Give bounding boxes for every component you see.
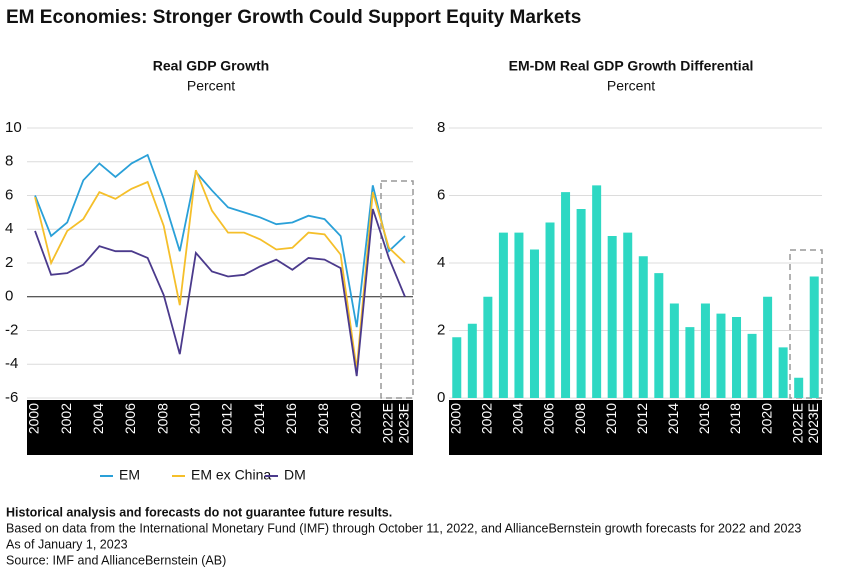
x-tick-label: 2010 xyxy=(603,403,619,434)
note: Based on data from the International Mon… xyxy=(6,521,801,535)
note: Source: IMF and AllianceBernstein (AB) xyxy=(6,553,226,567)
bar xyxy=(483,296,493,398)
x-tick-label: 2002 xyxy=(479,403,495,434)
bar xyxy=(607,236,617,398)
bar xyxy=(561,192,571,398)
x-tick-label: 2012 xyxy=(634,403,650,434)
x-tick-label: 2020 xyxy=(758,403,774,434)
x-tick-label: 2016 xyxy=(696,403,712,434)
x-tick-label: 2018 xyxy=(727,403,743,434)
bar xyxy=(498,232,508,398)
x-tick-label: 2008 xyxy=(154,403,170,434)
page-title: EM Economies: Stronger Growth Could Supp… xyxy=(6,7,581,28)
x-tick-label: 2002 xyxy=(58,403,74,434)
x-tick-label: 2006 xyxy=(541,403,557,434)
forecast-box xyxy=(789,249,823,399)
bar xyxy=(669,303,679,398)
x-tick-label: 2004 xyxy=(90,403,106,434)
x-tick-label: 2004 xyxy=(510,403,526,434)
y-tick-label: 2 xyxy=(5,254,13,271)
y-tick-label: -2 xyxy=(5,321,18,338)
chart-title: Real GDP Growth xyxy=(153,58,269,74)
x-axis-band xyxy=(449,400,822,455)
x-tick-label: 2000 xyxy=(447,403,463,434)
y-tick-label: 0 xyxy=(5,288,13,305)
y-tick-label: 8 xyxy=(5,153,13,170)
y-tick-label: 4 xyxy=(5,220,13,237)
chart-subtitle: Percent xyxy=(607,78,655,94)
x-tick-label: 2023E xyxy=(805,403,821,443)
x-tick-label: 2022E xyxy=(789,403,805,443)
bar xyxy=(452,337,462,398)
x-tick-label: 2014 xyxy=(251,403,267,434)
x-tick-label: 2010 xyxy=(187,403,203,434)
forecast-box xyxy=(380,180,414,399)
legend-label: EM ex China xyxy=(191,467,271,483)
bar xyxy=(623,232,633,398)
x-tick-label: 2000 xyxy=(26,403,42,434)
bar xyxy=(809,276,819,398)
series-line xyxy=(34,153,406,328)
bar xyxy=(529,249,539,398)
bar xyxy=(576,209,586,398)
x-tick-label: 2022E xyxy=(380,403,396,443)
x-tick-label: 2012 xyxy=(219,403,235,434)
bar xyxy=(794,377,804,398)
x-tick-label: 2006 xyxy=(122,403,138,434)
chart-title: EM-DM Real GDP Growth Differential xyxy=(509,58,754,74)
bar xyxy=(700,303,710,398)
bar xyxy=(638,256,648,398)
x-tick-label: 2016 xyxy=(283,403,299,434)
y-tick-label: 0 xyxy=(437,389,445,406)
y-tick-label: -4 xyxy=(5,355,18,372)
bar xyxy=(467,323,477,398)
y-tick-label: 6 xyxy=(437,186,445,203)
bar xyxy=(514,232,524,398)
bar xyxy=(747,333,757,398)
x-tick-label: 2018 xyxy=(315,403,331,434)
x-axis-band xyxy=(27,400,413,455)
bar xyxy=(716,313,726,398)
note: As of January 1, 2023 xyxy=(6,537,128,551)
bar xyxy=(545,222,555,398)
y-tick-label: -6 xyxy=(5,389,18,406)
x-tick-label: 2023E xyxy=(396,403,412,443)
y-tick-label: 6 xyxy=(5,186,13,203)
series-line xyxy=(34,169,406,370)
x-tick-label: 2008 xyxy=(572,403,588,434)
y-tick-label: 8 xyxy=(437,119,445,136)
bar xyxy=(685,327,695,398)
y-tick-label: 10 xyxy=(5,119,22,136)
x-tick-label: 2014 xyxy=(665,403,681,434)
y-tick-label: 2 xyxy=(437,321,445,338)
bar xyxy=(654,273,664,398)
legend-label: EM xyxy=(119,467,140,483)
chart-subtitle: Percent xyxy=(187,78,235,94)
note: Historical analysis and forecasts do not… xyxy=(6,505,392,519)
x-tick-label: 2020 xyxy=(347,403,363,434)
series-line xyxy=(34,208,406,377)
bar xyxy=(732,317,742,398)
y-tick-label: 4 xyxy=(437,254,445,271)
bar xyxy=(592,185,602,398)
legend-label: DM xyxy=(284,467,306,483)
bar xyxy=(778,347,788,398)
bar xyxy=(763,296,773,398)
